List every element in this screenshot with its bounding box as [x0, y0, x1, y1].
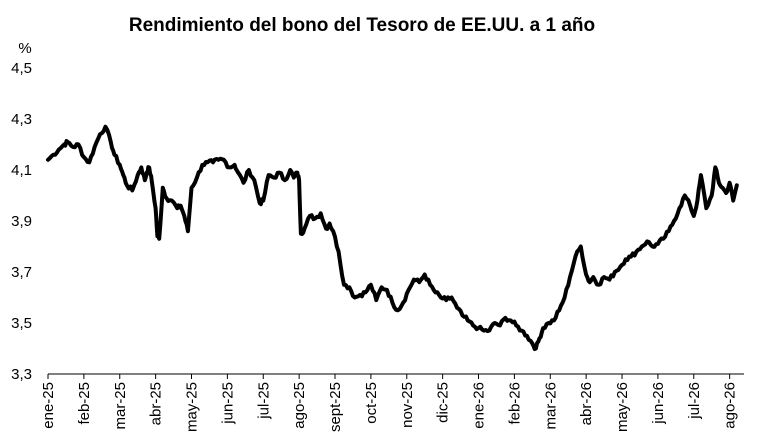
x-tick-label: ene-25 — [40, 382, 57, 429]
x-tick-label: oct-25 — [363, 382, 380, 424]
x-tick-label: jun-26 — [650, 382, 667, 425]
x-tick-label: abr-26 — [578, 382, 595, 425]
series-group — [46, 124, 739, 351]
x-tick-label: may-26 — [614, 382, 631, 432]
x-tick-label: ago-26 — [722, 382, 739, 429]
y-tick-label: 4,1 — [11, 162, 32, 179]
x-tick-label: mar-26 — [542, 382, 559, 430]
x-tick-label: may-25 — [184, 382, 201, 432]
x-tick-label: abr-25 — [148, 382, 165, 425]
x-tick-label: ago-25 — [291, 382, 308, 429]
series-line — [46, 124, 739, 351]
x-tick-label: nov-25 — [399, 382, 416, 428]
y-tick-label: 3,7 — [11, 264, 32, 281]
x-tick-label: feb-25 — [76, 382, 93, 425]
y-axis-unit: % — [18, 40, 31, 57]
x-tick-label: jul-26 — [686, 382, 703, 420]
y-axis: 4,5 4,3 4,1 3,9 3,7 3,5 3,3 — [11, 60, 32, 383]
x-axis: ene-25 feb-25 mar-25 abr-25 may-25 jun-25 jul-… — [40, 373, 744, 432]
y-tick-label: 3,3 — [11, 366, 32, 383]
x-tick-label: mar-25 — [112, 382, 129, 430]
y-tick-label: 4,5 — [11, 60, 32, 77]
x-tick-label: feb-26 — [506, 382, 523, 425]
y-tick-label: 4,3 — [11, 111, 32, 128]
y-tick-label: 3,5 — [11, 315, 32, 332]
x-tick-label: dic-25 — [435, 382, 452, 423]
chart-title: Rendimiento del bono del Tesoro de EE.UU… — [129, 15, 595, 36]
y-tick-label: 3,9 — [11, 213, 32, 230]
x-tick-label: ene-26 — [471, 382, 488, 429]
x-tick-label: jul-25 — [255, 382, 272, 420]
x-tick-label: sept-25 — [327, 382, 344, 432]
x-tick-label: jun-25 — [219, 382, 236, 425]
